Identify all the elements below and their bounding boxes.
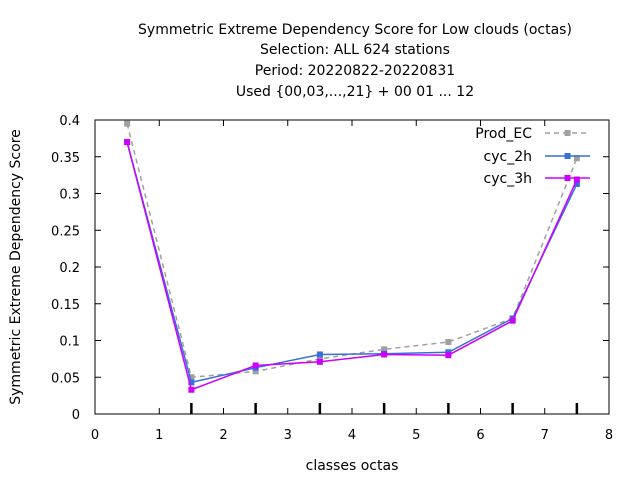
data-point	[316, 351, 323, 358]
data-point	[573, 176, 580, 183]
data-point	[445, 352, 452, 359]
legend-label: cyc_2h	[484, 149, 532, 165]
data-point	[124, 139, 131, 146]
x-tick-label: 2	[219, 428, 227, 443]
legend-marker	[564, 175, 571, 181]
data-point	[124, 120, 131, 127]
chart-title: Symmetric Extreme Dependency Score for L…	[138, 22, 572, 100]
series-line	[126, 141, 578, 391]
x-tick-label: 1	[155, 428, 163, 443]
x-tick-label: 4	[348, 428, 356, 443]
y-tick-label: 0.35	[51, 151, 80, 166]
legend-marker	[564, 153, 571, 159]
y-tick-label: 0.3	[59, 188, 80, 203]
x-tick-label: 8	[605, 428, 613, 443]
x-axis: 0 1 2 3 4 5 6 7 8	[91, 120, 613, 443]
data-point	[381, 351, 388, 358]
x-tick-label: 0	[91, 428, 99, 443]
y-axis-label: Symmetric Extreme Dependency Score	[8, 129, 24, 405]
legend-label: cyc_3h	[484, 171, 532, 187]
data-point	[573, 180, 580, 187]
series-cyc_3h	[124, 139, 580, 393]
data-point	[252, 362, 259, 369]
data-point	[445, 338, 452, 345]
data-point	[573, 155, 580, 162]
legend-label: Prod_EC	[475, 126, 532, 142]
x-axis-label: classes octas	[306, 458, 399, 474]
y-tick-label: 0.05	[51, 371, 80, 386]
data-point	[316, 358, 323, 365]
x-tick-label: 5	[412, 428, 420, 443]
legend-marker	[564, 130, 571, 136]
legend: Prod_EC cyc_2h cyc_3h	[475, 126, 590, 187]
series-layer	[124, 120, 580, 393]
data-point	[252, 368, 259, 375]
data-point	[381, 346, 388, 353]
title-line: Period: 20220822-20220831	[255, 63, 455, 79]
y-tick-label: 0.25	[51, 224, 80, 239]
series-line	[126, 141, 578, 384]
x-tick-label: 3	[284, 428, 292, 443]
y-tick-label: 0.1	[59, 335, 80, 350]
y-tick-label: 0	[72, 408, 80, 423]
y-tick-label: 0.15	[51, 298, 80, 313]
title-line: Used {00,03,...,21} + 00 01 ... 12	[236, 84, 474, 100]
y-tick-label: 0.4	[59, 114, 80, 129]
data-point	[188, 374, 195, 381]
title-line: Selection: ALL 624 stations	[260, 42, 450, 58]
y-axis: 0 0.05 0.1 0.15 0.2 0.25 0.3 0.35 0.4	[51, 114, 609, 423]
x-tick-label: 7	[541, 428, 549, 443]
y-tick-label: 0.2	[59, 261, 80, 276]
title-line: Symmetric Extreme Dependency Score for L…	[138, 22, 572, 38]
data-point	[188, 379, 195, 386]
data-point	[509, 317, 516, 324]
data-point	[188, 386, 195, 393]
x-tick-label: 6	[476, 428, 484, 443]
